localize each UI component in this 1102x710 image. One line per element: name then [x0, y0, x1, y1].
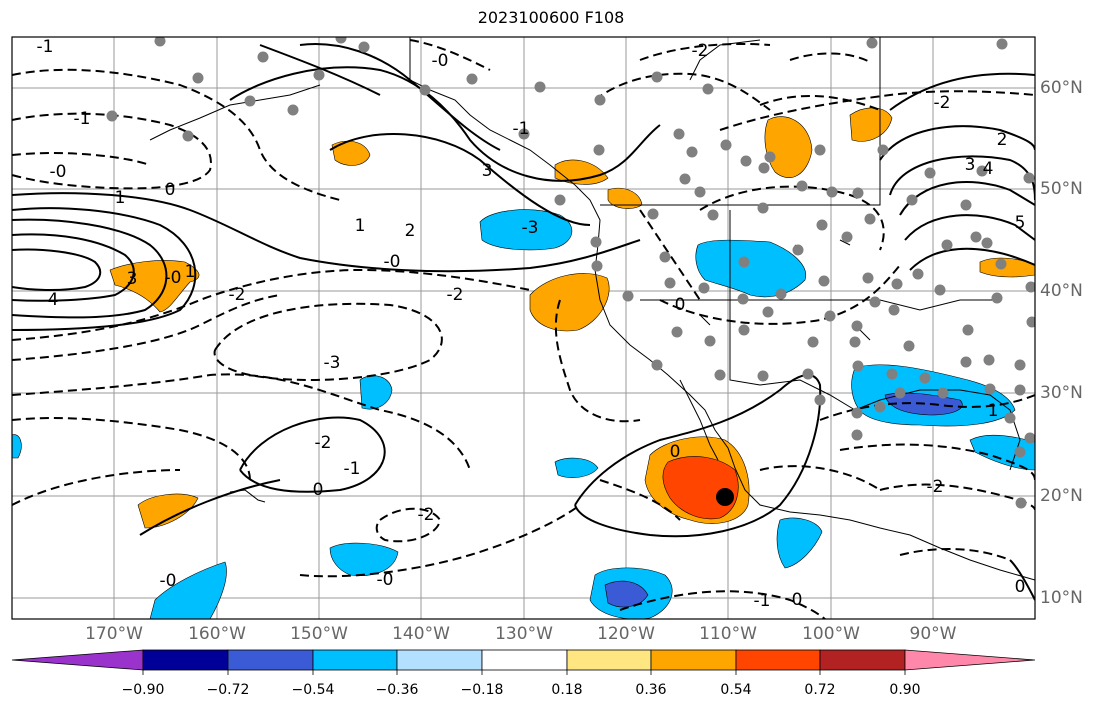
contour-label: 0 [670, 442, 681, 462]
lat-label: 60°N [1040, 78, 1083, 98]
colorbar-tick-label: −0.90 [121, 682, 165, 698]
contour-label: -3 [522, 218, 539, 238]
lon-label: 170°W [85, 624, 143, 644]
contour-labels: -1 -1 -0 1 0 4 3 1 -0 -2 -3 1 2 3 -0 -2 … [37, 37, 1026, 611]
contour-label: 0 [1015, 577, 1026, 597]
colorbar-bin [396, 649, 483, 671]
contour-label: 4 [48, 290, 59, 310]
colorbar-bin [566, 649, 652, 671]
contour-label: 1 [355, 216, 366, 236]
contour-label: -2 [692, 41, 709, 61]
contour-label: -1 [37, 37, 54, 57]
contour-label: -0 [160, 571, 177, 591]
negative-contours [12, 39, 1035, 619]
colorbar-bin [735, 649, 821, 671]
coastlines [149, 37, 1035, 581]
colorbar [11, 649, 1036, 675]
contour-label: -0 [377, 570, 394, 590]
colorbar-tick-label: 0.36 [635, 682, 667, 698]
contour-label: 3 [482, 161, 493, 181]
contour-label: -2 [927, 477, 944, 497]
colorbar-bin [312, 649, 398, 671]
colorbar-tick-label: −0.54 [291, 682, 335, 698]
contour-label: -1 [513, 119, 530, 139]
contour-label: 0 [165, 180, 176, 200]
contour-label: -0 [50, 162, 67, 182]
contour-label: 1 [988, 401, 999, 421]
colorbar-bin [819, 649, 906, 671]
lat-label: 50°N [1040, 179, 1083, 199]
station-dots [106, 37, 1035, 509]
contour-label: 2 [997, 130, 1008, 150]
contour-label: 3 [127, 269, 138, 289]
lon-label: 90°W [909, 624, 957, 644]
colorbar-tick-label: 0.72 [804, 682, 836, 698]
lon-label: 120°W [597, 624, 655, 644]
contour-label: -1 [344, 459, 361, 479]
colorbar-bin [481, 649, 568, 671]
positive-contours [12, 43, 1035, 601]
colorbar-bin [650, 649, 737, 671]
colorbar-tick-label: 0.54 [720, 682, 752, 698]
map-frame [11, 36, 1036, 620]
lat-label: 40°N [1040, 281, 1083, 301]
colorbar-bin [142, 649, 229, 671]
contour-label: 1 [115, 188, 126, 208]
contour-label: 1 [185, 262, 196, 282]
colorbar-max-extend [904, 649, 1036, 671]
lon-label: 110°W [699, 624, 757, 644]
colorbar-tick-label: −0.72 [206, 682, 250, 698]
lat-label: 30°N [1040, 383, 1083, 403]
colorbar-tick-label: −0.18 [460, 682, 504, 698]
contour-label: -2 [229, 285, 246, 305]
colorbar-min-extend [11, 649, 144, 671]
contour-label: -3 [324, 353, 341, 373]
lon-label: 160°W [188, 624, 246, 644]
colorbar-tick-label: −0.36 [375, 682, 419, 698]
storm-center-dot [716, 488, 734, 506]
contour-label: -0 [165, 268, 182, 288]
contour-label: 4 [983, 159, 994, 179]
colorbar-tick-label: 0.90 [889, 682, 921, 698]
contour-label: -1 [74, 109, 91, 129]
contour-label: 0 [313, 480, 324, 500]
contour-label: -0 [432, 51, 449, 71]
anomaly-shading [12, 107, 1035, 619]
contour-label: -2 [315, 433, 332, 453]
contour-label: 0 [792, 590, 803, 610]
contour-label: 2 [405, 221, 416, 241]
lon-label: 130°W [495, 624, 553, 644]
colorbar-bin [227, 649, 314, 671]
contour-label: 0 [675, 295, 686, 315]
contour-label: -0 [384, 252, 401, 272]
contour-label: 5 [1015, 213, 1026, 233]
contour-label: -2 [418, 505, 435, 525]
contour-label: -2 [934, 93, 951, 113]
lon-label: 150°W [290, 624, 348, 644]
lat-label: 20°N [1040, 486, 1083, 506]
colorbar-tick-label: 0.18 [551, 682, 583, 698]
lon-label: 100°W [802, 624, 860, 644]
lon-label: 140°W [392, 624, 450, 644]
contour-label: -2 [447, 285, 464, 305]
contour-label: -1 [754, 591, 771, 611]
map-title: 2023100600 F108 [477, 8, 625, 27]
contour-label: 3 [965, 155, 976, 175]
lat-label: 10°N [1040, 588, 1083, 608]
